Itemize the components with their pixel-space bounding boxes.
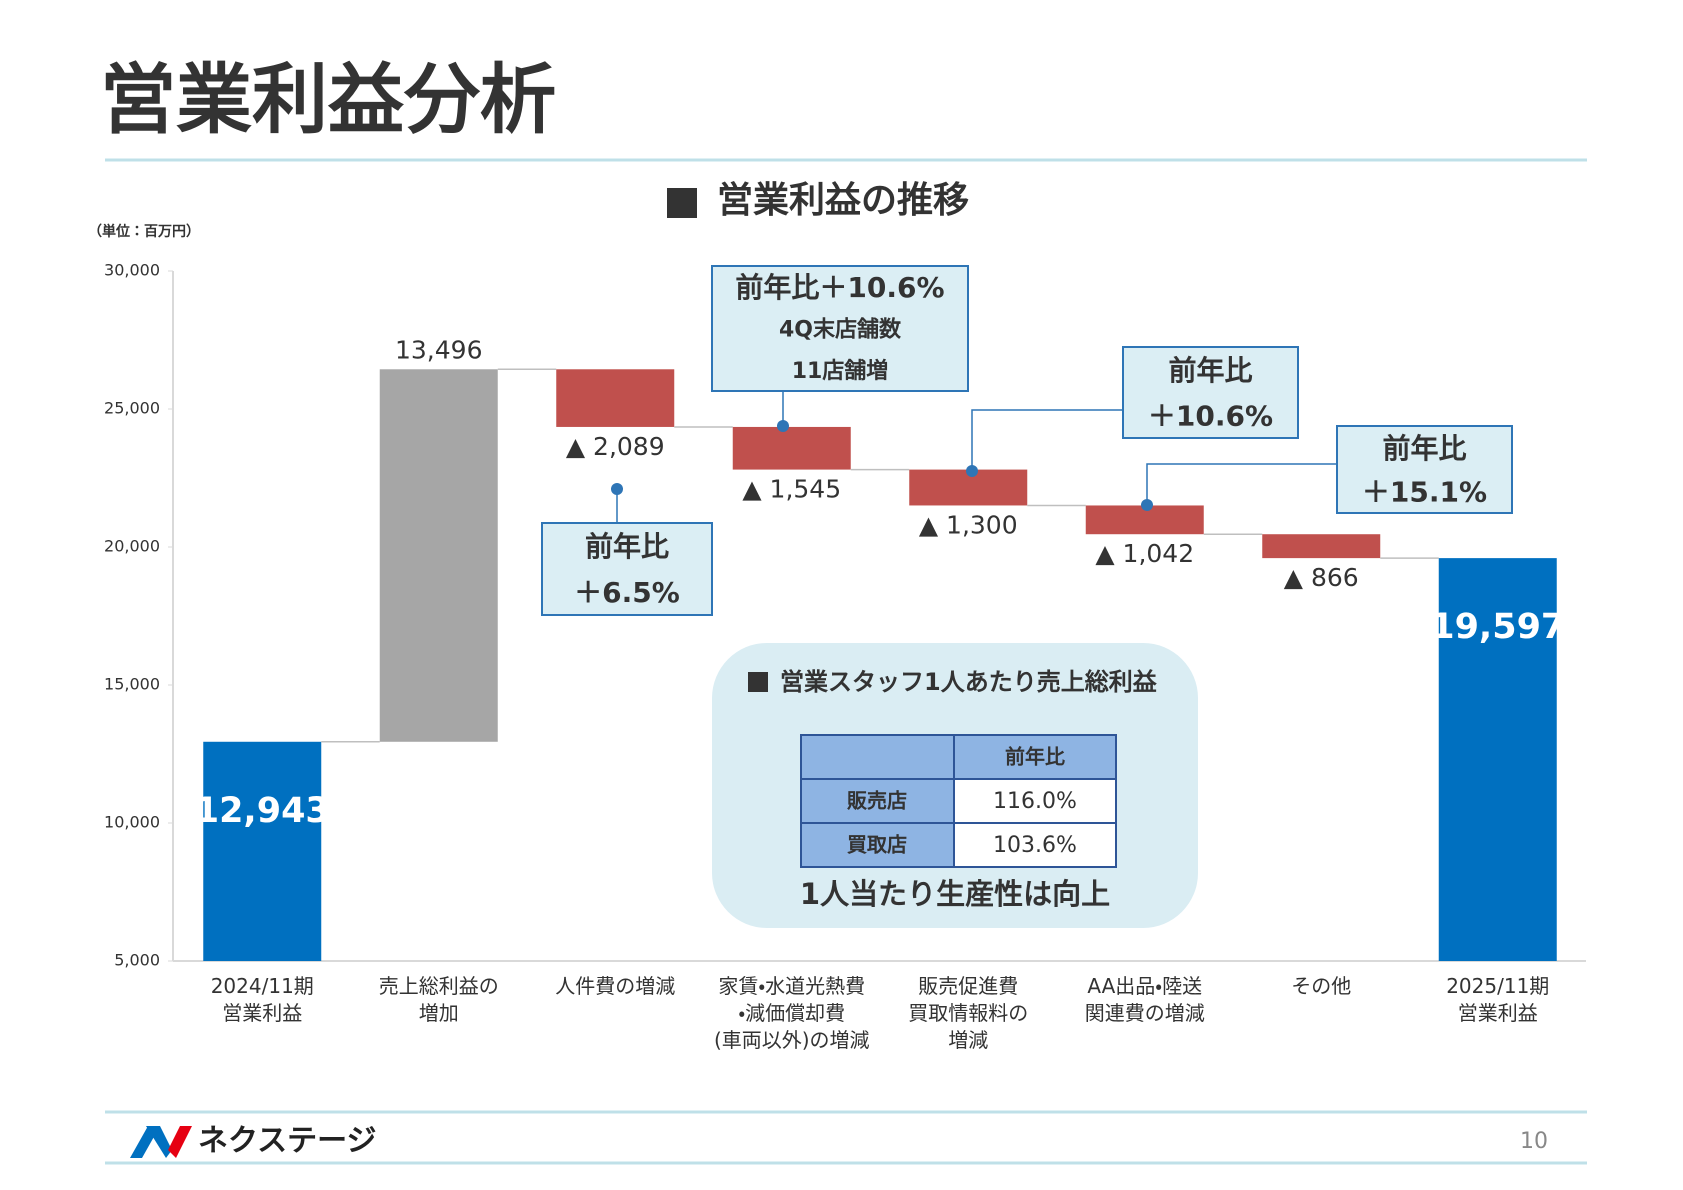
y-tick-label: 25,000 — [104, 399, 160, 418]
bar — [732, 426, 851, 470]
bar — [1438, 558, 1557, 961]
y-tick-label: 30,000 — [104, 261, 160, 280]
table-cell: 116.0% — [993, 789, 1077, 814]
panel-title: 営業スタッフ1人あたり売上総利益 — [780, 668, 1158, 696]
unit-label: （単位：百万円） — [88, 223, 200, 240]
value-label: 19,597 — [1430, 607, 1565, 647]
callout-box — [541, 522, 713, 616]
value-label: 13,496 — [395, 335, 482, 364]
y-tick-label: 10,000 — [104, 813, 160, 832]
x-tick-label: 売上総利益の 増加 — [378, 974, 499, 1025]
callout-dot — [1141, 499, 1153, 511]
x-tick-label: 販売促進費 買取情報料の 増減 — [908, 974, 1029, 1052]
value-label: ▲ 866 — [1284, 563, 1359, 592]
y-tick-label: 20,000 — [104, 537, 160, 556]
value-label: ▲ 2,089 — [566, 432, 665, 461]
callout-box — [1122, 346, 1299, 439]
callout-text: 前年比 — [1382, 432, 1466, 465]
bar — [379, 369, 498, 742]
callout-text: 11店舗増 — [792, 358, 889, 384]
x-tick-label: 2025/11期 営業利益 — [1446, 974, 1550, 1025]
table-cell: 103.6% — [993, 833, 1077, 858]
callout-box — [1336, 425, 1513, 514]
value-label: 12,943 — [195, 791, 330, 831]
callout-dot — [966, 465, 978, 477]
x-tick-label: AA出品・陸送 関連費の増減 — [1084, 974, 1205, 1025]
callout-dot — [777, 420, 789, 432]
panel-square — [748, 672, 768, 692]
callout-text: ＋10.6% — [1148, 399, 1273, 432]
callout-line — [1146, 463, 1337, 505]
table-header: 前年比 — [1005, 745, 1065, 769]
y-tick-label: 5,000 — [114, 951, 160, 970]
title-square — [667, 188, 697, 218]
callout-dot — [611, 483, 623, 495]
y-tick-label: 15,000 — [104, 675, 160, 694]
callout-text: 前年比＋10.6% — [735, 271, 944, 304]
value-label: ▲ 1,042 — [1095, 539, 1194, 568]
callout-text: ＋15.1% — [1362, 475, 1487, 508]
bar — [556, 369, 675, 427]
callout-text: 前年比 — [1168, 354, 1252, 387]
table-row-label: 買取店 — [847, 833, 907, 857]
x-tick-label: 家賃・水道光熱費 ・減価償却費 (車両以外)の増減 — [713, 974, 870, 1052]
logo-icon — [130, 1126, 192, 1158]
panel-table — [800, 734, 1117, 868]
bar — [1262, 534, 1381, 559]
table-row-label: 販売店 — [847, 789, 907, 813]
page-number: 10 — [1520, 1129, 1548, 1154]
callout-box — [711, 265, 969, 392]
value-label: ▲ 1,300 — [919, 510, 1018, 539]
callout-text: 前年比 — [585, 530, 669, 563]
callout-text: 4Q末店舗数 — [779, 317, 902, 343]
panel-footer: 1人当たり生産性は向上 — [800, 877, 1110, 911]
page-title: 営業利益分析 — [100, 55, 556, 144]
x-tick-label: その他 — [1291, 974, 1352, 998]
bar — [203, 741, 322, 961]
callout-text: ＋6.5% — [574, 576, 680, 609]
logo-text: ネクステージ — [198, 1124, 377, 1159]
x-tick-label: 2024/11期 営業利益 — [210, 974, 314, 1025]
chart-title: 営業利益の推移 — [717, 180, 969, 221]
x-tick-label: 人件費の増減 — [555, 974, 676, 998]
value-label: ▲ 1,545 — [742, 475, 841, 504]
callout-line — [971, 409, 1123, 471]
